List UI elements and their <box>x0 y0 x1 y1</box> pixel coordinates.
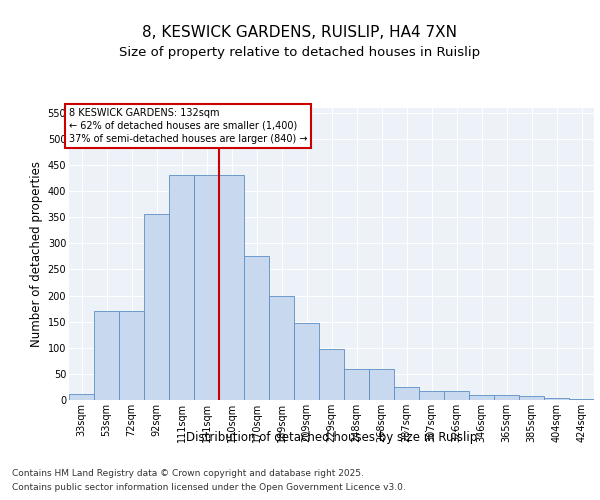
Bar <box>169 176 194 400</box>
Bar <box>69 394 94 400</box>
Bar <box>144 214 169 400</box>
Bar <box>369 368 394 400</box>
Text: Size of property relative to detached houses in Ruislip: Size of property relative to detached ho… <box>119 46 481 59</box>
Text: Distribution of detached houses by size in Ruislip: Distribution of detached houses by size … <box>186 431 478 444</box>
Bar <box>544 398 569 400</box>
Bar <box>244 256 269 400</box>
Bar <box>519 396 544 400</box>
Bar <box>319 350 344 400</box>
Bar <box>194 176 219 400</box>
Bar <box>344 368 369 400</box>
Bar <box>119 311 144 400</box>
Bar <box>494 395 519 400</box>
Text: 8 KESWICK GARDENS: 132sqm
← 62% of detached houses are smaller (1,400)
37% of se: 8 KESWICK GARDENS: 132sqm ← 62% of detac… <box>69 108 308 144</box>
Bar <box>444 390 469 400</box>
Bar <box>394 387 419 400</box>
Bar <box>569 399 594 400</box>
Bar <box>269 296 294 400</box>
Text: Contains public sector information licensed under the Open Government Licence v3: Contains public sector information licen… <box>12 483 406 492</box>
Bar <box>219 176 244 400</box>
Y-axis label: Number of detached properties: Number of detached properties <box>31 161 43 347</box>
Bar <box>419 390 444 400</box>
Bar <box>294 322 319 400</box>
Bar <box>94 311 119 400</box>
Bar <box>469 395 494 400</box>
Text: 8, KESWICK GARDENS, RUISLIP, HA4 7XN: 8, KESWICK GARDENS, RUISLIP, HA4 7XN <box>143 25 458 40</box>
Text: Contains HM Land Registry data © Crown copyright and database right 2025.: Contains HM Land Registry data © Crown c… <box>12 470 364 478</box>
